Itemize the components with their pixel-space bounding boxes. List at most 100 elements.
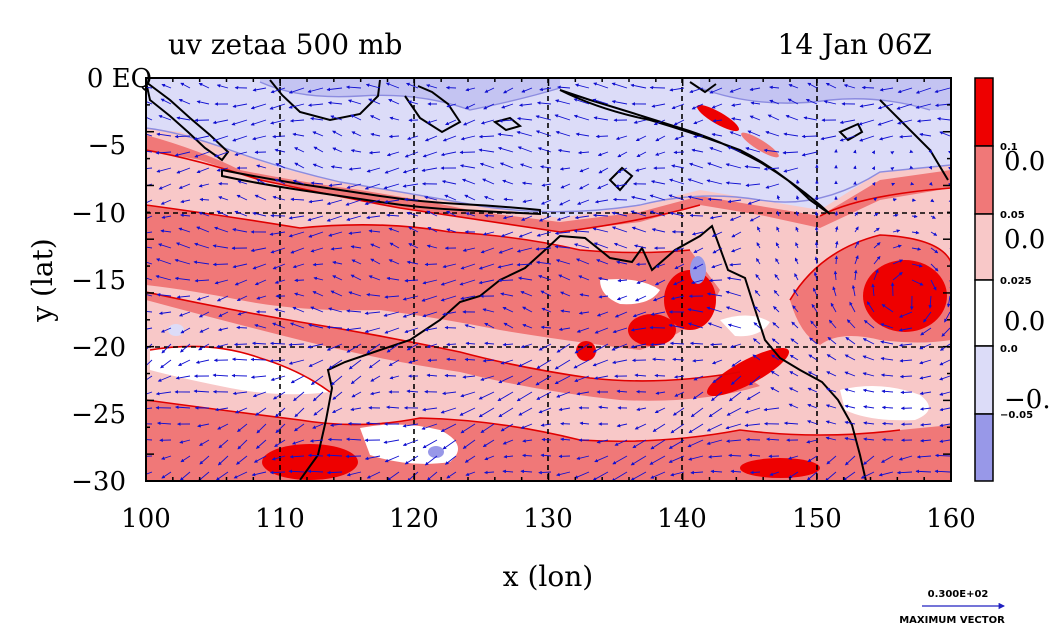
wind-vector — [424, 195, 438, 201]
colorbar-swatch — [974, 413, 994, 482]
wind-vector — [345, 85, 362, 89]
wind-vector — [873, 227, 880, 233]
wind-vector — [880, 356, 894, 361]
wind-vector — [691, 103, 704, 110]
wind-vector — [650, 439, 666, 450]
wind-vector — [465, 87, 476, 92]
wind-vector — [464, 103, 476, 109]
wind-vector — [250, 375, 267, 379]
wind-vector — [462, 375, 476, 379]
wind-vector — [673, 279, 685, 286]
wind-vector — [146, 183, 153, 187]
wind-vector — [366, 292, 381, 297]
y-tick-label: −10 — [71, 199, 126, 229]
wind-vector — [350, 148, 362, 153]
wind-vector — [461, 178, 476, 185]
wind-vector — [634, 423, 647, 430]
wind-vector — [725, 181, 742, 185]
wind-vector — [402, 183, 419, 188]
wind-vector — [180, 455, 191, 463]
wind-vector — [214, 407, 229, 412]
wind-vector — [158, 114, 172, 121]
wind-vector — [231, 119, 248, 126]
wind-vector — [813, 287, 818, 297]
wind-vector — [307, 469, 324, 474]
wind-vector — [596, 311, 609, 317]
wind-vector — [693, 134, 704, 139]
wind-vector — [771, 338, 780, 345]
wind-vector — [911, 214, 918, 219]
wind-vector — [155, 151, 172, 155]
wind-vector — [744, 407, 761, 414]
wind-vector — [214, 279, 229, 285]
wind-vector — [574, 343, 590, 354]
wind-vector — [326, 470, 343, 475]
wind-vector — [911, 230, 920, 235]
wind-vector — [364, 183, 381, 190]
wind-vector — [156, 258, 172, 265]
wind-vector — [326, 453, 343, 458]
wind-vector — [330, 165, 343, 169]
wind-vector — [871, 166, 876, 171]
wind-vector — [756, 242, 761, 249]
wind-vector — [237, 423, 248, 432]
wind-vector — [920, 327, 932, 336]
wind-vector — [613, 242, 628, 249]
wind-vector — [146, 293, 153, 297]
wind-vector — [332, 147, 343, 153]
wind-vector — [440, 295, 457, 302]
wind-vector — [516, 116, 533, 121]
wind-vector — [214, 151, 229, 158]
wind-vector — [596, 439, 609, 444]
wind-vector — [858, 119, 875, 126]
wind-vector — [348, 291, 362, 297]
wind-vector — [406, 135, 419, 141]
wind-vector — [234, 151, 248, 157]
wind-vector — [497, 132, 514, 137]
wind-vector — [158, 183, 172, 190]
wind-vector — [711, 231, 723, 237]
wind-vector — [939, 407, 951, 412]
wind-vector — [556, 391, 571, 398]
wind-vector — [773, 289, 780, 297]
wind-vector — [498, 247, 514, 254]
wind-vector — [232, 263, 248, 269]
wind-vector — [863, 421, 875, 425]
wind-vector — [919, 132, 932, 137]
wind-vector — [558, 327, 571, 332]
wind-vector — [402, 423, 419, 428]
wind-vector — [269, 103, 286, 110]
wind-vector — [350, 114, 362, 121]
wind-vector — [406, 82, 419, 89]
wind-vector — [897, 87, 913, 94]
colorbar-big-label: 0.0 — [1004, 147, 1045, 177]
wind-vector — [464, 324, 476, 329]
colorbar-label: 0.0 — [1000, 344, 1018, 355]
wind-vector — [849, 301, 856, 313]
wind-vector — [522, 453, 533, 458]
wind-vector — [444, 373, 457, 378]
wind-vector — [503, 454, 514, 459]
wind-vector — [384, 167, 400, 174]
colorbar-swatch — [974, 345, 994, 415]
wind-vector — [516, 247, 533, 253]
wind-vector — [612, 455, 628, 465]
wind-vector — [898, 343, 913, 347]
wind-vector — [671, 103, 685, 110]
wind-vector — [633, 119, 647, 124]
wind-vector — [194, 278, 210, 283]
wind-vector — [632, 439, 647, 449]
wind-vector — [383, 183, 400, 190]
wind-vector — [255, 439, 267, 449]
wind-vector — [174, 151, 191, 157]
wind-vector — [193, 260, 210, 265]
wind-vector — [497, 263, 514, 269]
wind-vector — [500, 292, 514, 297]
wind-vector — [519, 103, 533, 107]
wind-vector — [934, 469, 951, 474]
wind-vector — [404, 455, 419, 465]
wind-vector — [939, 375, 951, 381]
wind-vector — [308, 199, 324, 204]
wind-vector — [348, 231, 362, 235]
wind-vector — [708, 455, 723, 459]
